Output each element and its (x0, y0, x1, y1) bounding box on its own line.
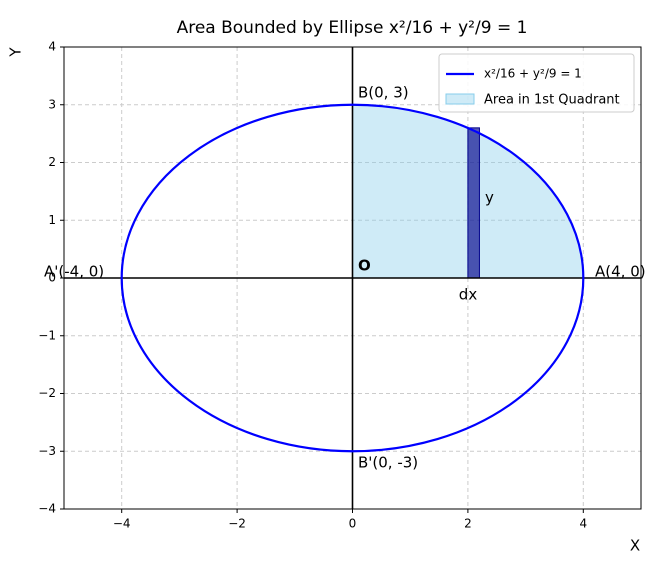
ellipse (120, 103, 585, 453)
y-tick-label: −2 (38, 386, 56, 400)
plot-frame (63, 46, 642, 510)
y-tick-label: 4 (48, 40, 56, 54)
chart-title: Area Bounded by Ellipse x²/16 + y²/9 = 1 (177, 18, 528, 38)
y-tick-label: 2 (48, 155, 56, 169)
y-tick-label: −3 (38, 444, 56, 458)
y-tick-label: 1 (48, 213, 56, 227)
annotation: y (485, 189, 494, 207)
y-tick-label: −4 (38, 502, 56, 516)
annotation: A'(-4, 0) (44, 263, 104, 281)
strip (467, 127, 480, 279)
annotation: A(4, 0) (595, 263, 646, 281)
x-axis-label: X (630, 537, 640, 555)
annotation: O (358, 257, 371, 275)
x-tick-label: 0 (349, 517, 357, 531)
legend-label: x²/16 + y²/9 = 1 (484, 67, 582, 81)
y-tick-label: 0 (48, 271, 56, 285)
annotation: B(0, 3) (358, 84, 409, 102)
annotation: dx (459, 286, 478, 304)
legend-label: Area in 1st Quadrant (484, 93, 620, 108)
x-tick-label: −4 (113, 517, 131, 531)
y-tick-label: 3 (48, 97, 56, 111)
legend-swatch (445, 93, 475, 105)
x-tick-label: 4 (579, 517, 587, 531)
annotation: B'(0, -3) (358, 454, 418, 472)
y-axis-label: Y (7, 47, 25, 58)
x-tick-label: −2 (228, 517, 246, 531)
legend-box (438, 53, 635, 113)
y-tick-label: −1 (38, 328, 56, 342)
x-tick-label: 2 (464, 517, 472, 531)
